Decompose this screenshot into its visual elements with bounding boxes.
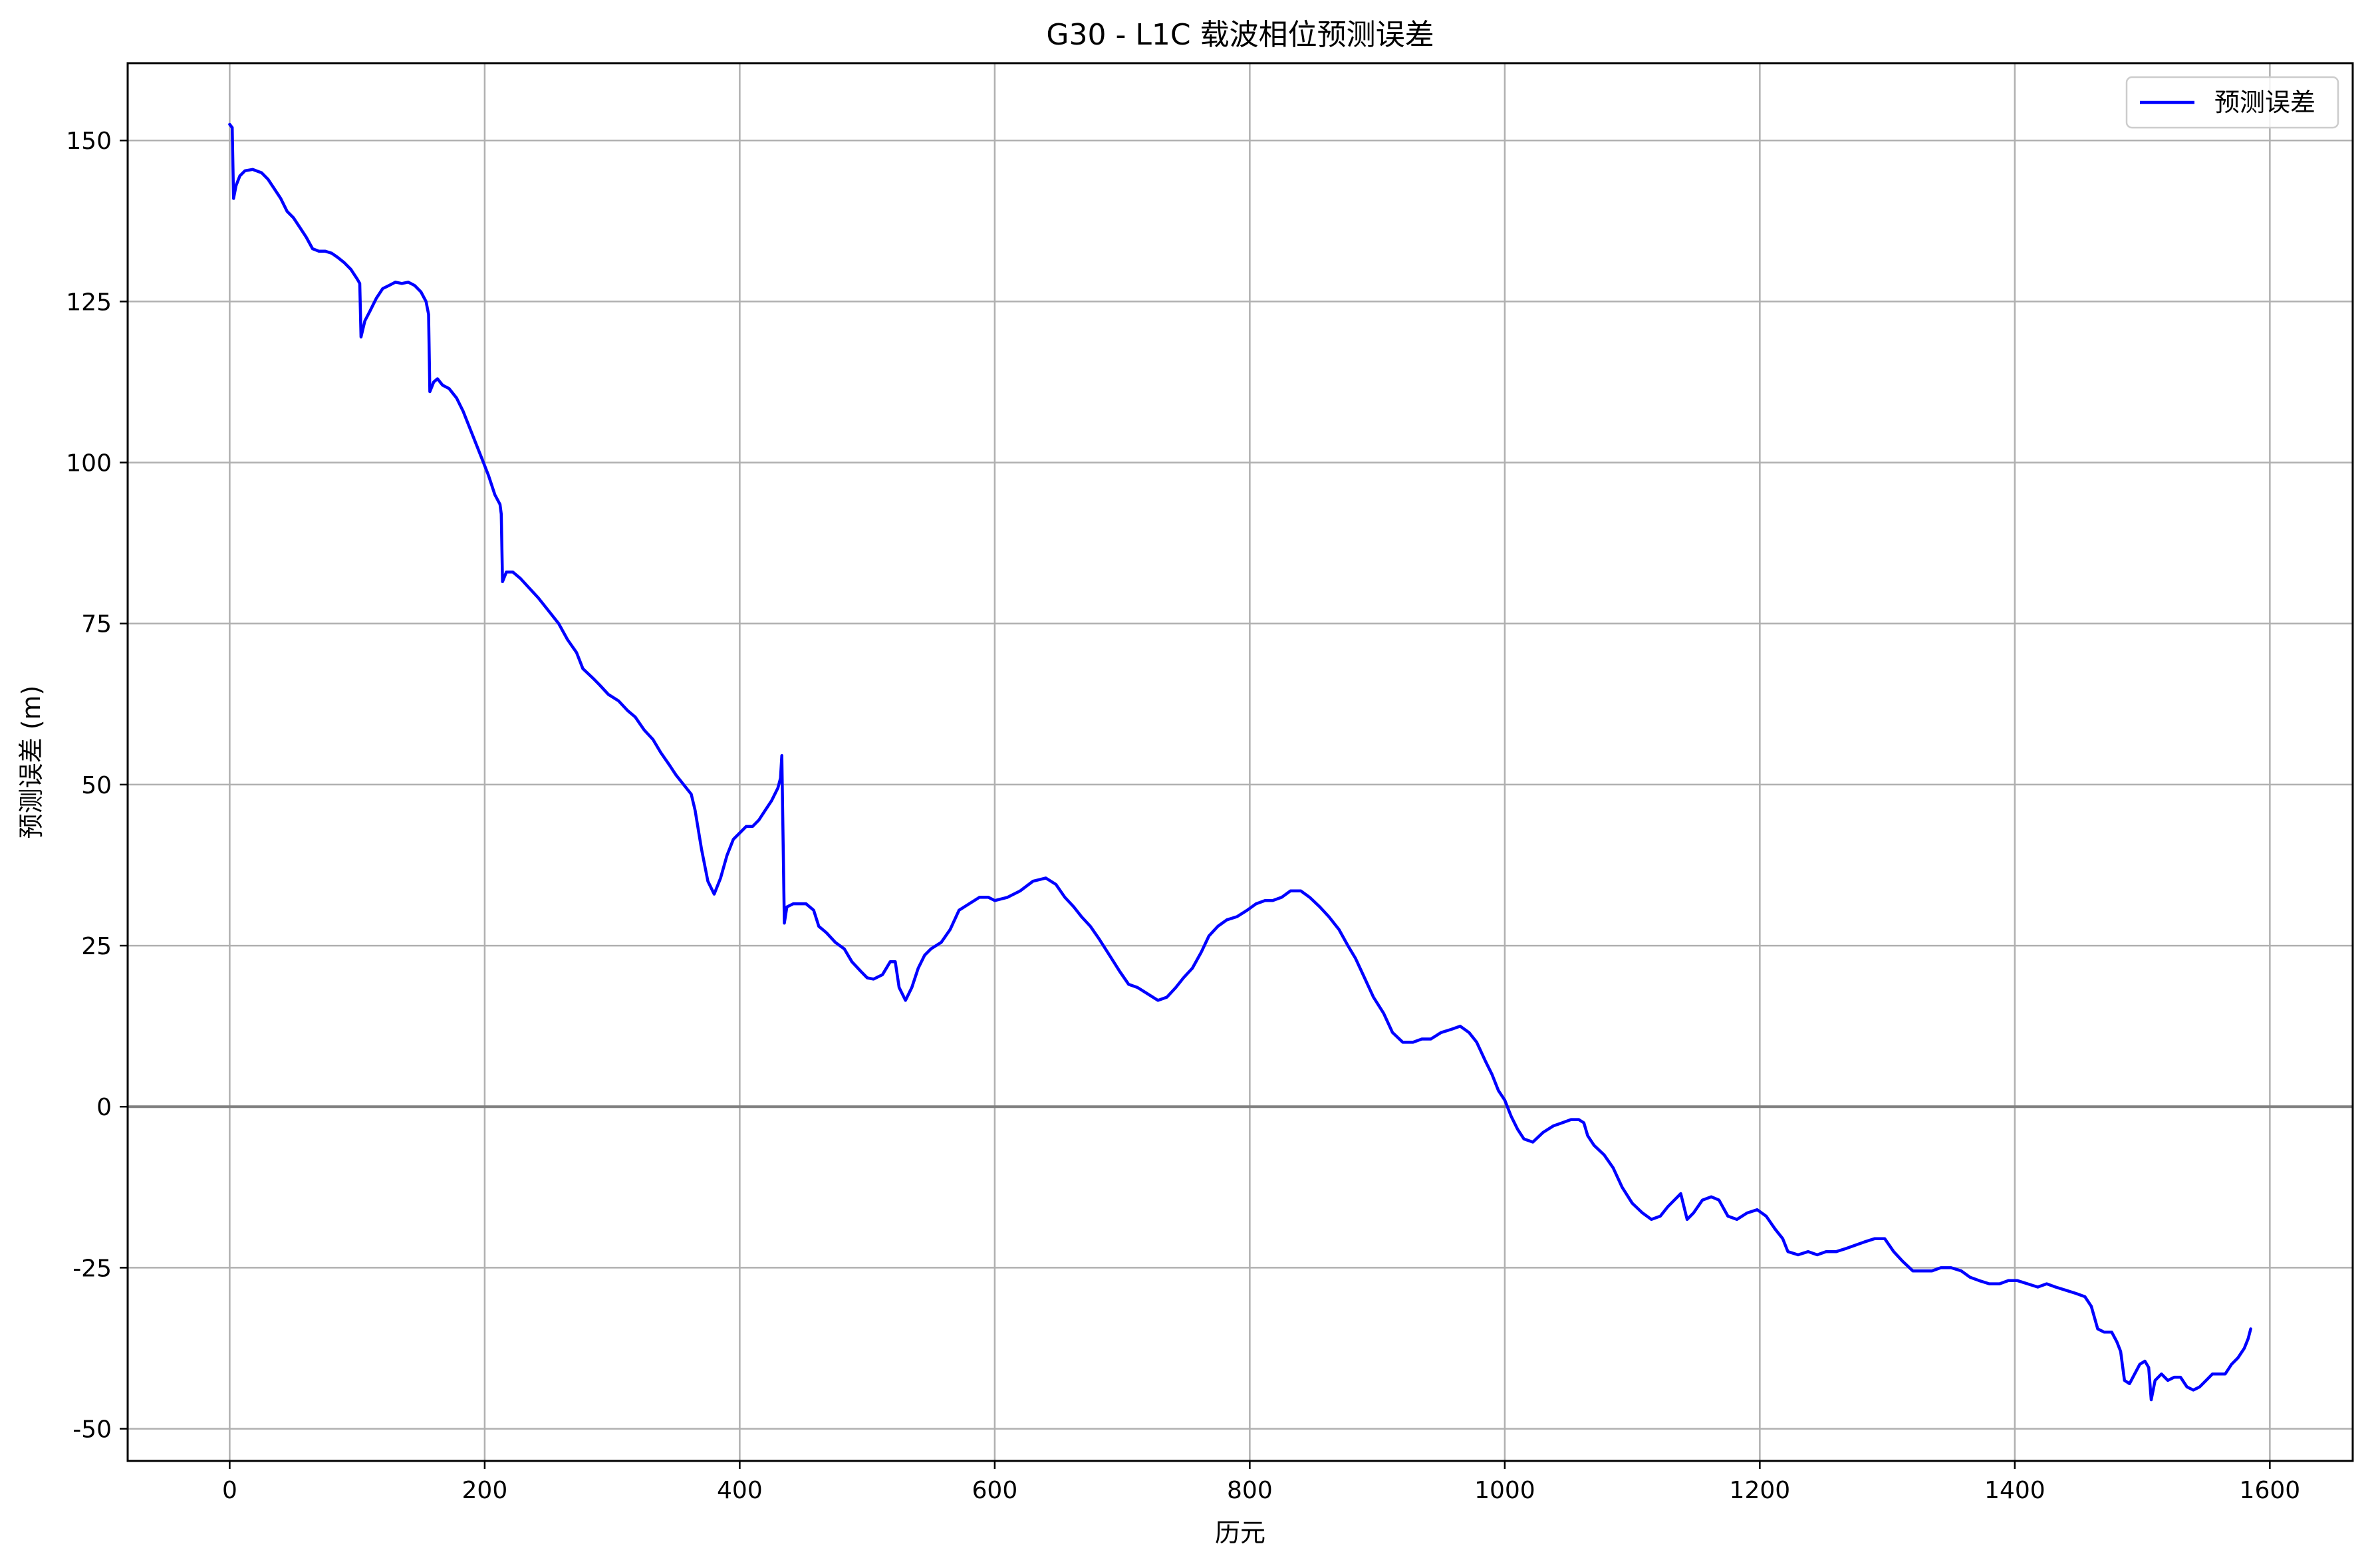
y-tick-label: 25 [81,933,112,960]
legend-label-prediction-error: 预测误差 [2214,88,2315,117]
series-line-prediction-error [228,122,2252,1402]
x-tick-label: 600 [972,1477,1018,1504]
y-tick-label: 75 [81,611,112,638]
y-tick-label: 125 [66,289,112,316]
y-tick-label: -50 [72,1416,112,1444]
y-tick-label: 50 [81,772,112,799]
legend: 预测误差 [2125,76,2339,129]
y-axis-ticks: 150 125 100 75 50 25 0 -25 -50 [66,128,128,1444]
x-tick-label: 0 [222,1477,237,1504]
x-tick-label: 200 [462,1477,508,1504]
x-tick-label: 1400 [1984,1477,2045,1504]
y-tick-label: 150 [66,128,112,155]
y-tick-label: 100 [66,450,112,477]
x-axis-label: 历元 [1215,1518,1265,1547]
plot-frame [126,62,2354,1462]
x-axis-ticks: 0 200 400 600 800 1000 1200 1400 1600 [222,1461,2300,1504]
x-tick-label: 400 [717,1477,763,1504]
x-tick-label: 1600 [2240,1477,2301,1504]
x-tick-label: 800 [1227,1477,1273,1504]
plot-series-group [228,122,2252,1402]
chart-title: G30 - L1C 载波相位预测误差 [1046,18,1434,52]
y-axis-label: 预测误差 (m) [17,686,46,839]
y-tick-label: -25 [72,1255,112,1282]
y-tick-label: 0 [96,1094,112,1121]
grid [128,63,2353,1461]
x-tick-label: 1200 [1730,1477,1791,1504]
legend-box [2125,76,2339,129]
x-tick-label: 1000 [1474,1477,1535,1504]
